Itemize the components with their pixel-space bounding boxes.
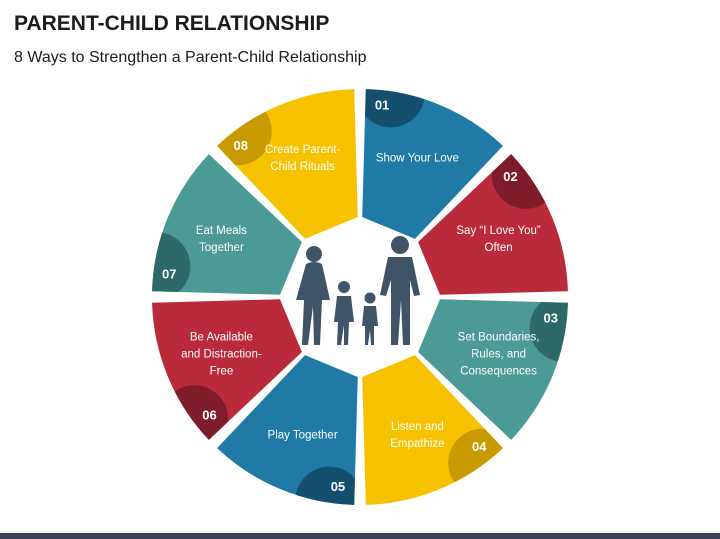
segment-label: Show Your Love: [376, 152, 459, 164]
segment-number: 07: [162, 266, 176, 281]
segment-label: Often: [485, 242, 513, 254]
segment-label: Eat Meals: [196, 225, 247, 237]
segment-number: 03: [543, 311, 557, 326]
segment-label: Say “I Love You”: [456, 225, 541, 237]
segment-label: Be Available: [190, 331, 253, 343]
segment: 01 Show Your Love: [362, 89, 503, 239]
segment-number: 01: [375, 98, 389, 113]
segment-label: Child Rituals: [270, 161, 335, 173]
number-badge: [362, 89, 425, 128]
family-icon: [296, 236, 420, 345]
segment-number: 05: [331, 479, 345, 494]
segment-label: Together: [199, 242, 244, 254]
number-badge: [295, 466, 358, 505]
segment: 07 Eat Meals Together: [152, 154, 302, 295]
segment-number: 04: [472, 439, 487, 454]
segment-label: Consequences: [460, 365, 537, 377]
segment: 04 Listen and Empathize: [362, 355, 503, 505]
number-badge: [529, 299, 568, 362]
segment-label: Play Together: [268, 430, 338, 442]
segment: 05 Play Together: [217, 355, 358, 505]
bottom-bar: [0, 533, 720, 539]
segment-label: Rules, and: [471, 348, 526, 360]
segment-label: and Distraction-: [181, 348, 262, 360]
title: PARENT-CHILD RELATIONSHIP: [14, 12, 329, 35]
segment-label: Free: [210, 365, 234, 377]
segment-label: Set Boundaries,: [458, 331, 540, 343]
segment-number: 06: [202, 408, 216, 423]
segment-label: Create Parent-: [265, 144, 341, 156]
subtitle: 8 Ways to Strengthen a Parent-Child Rela…: [14, 49, 367, 66]
segment-label: Empathize: [390, 438, 444, 450]
segment-label: Listen and: [391, 421, 444, 433]
number-badge: [152, 232, 191, 295]
segment-number: 02: [503, 169, 517, 184]
segment-number: 08: [234, 138, 248, 153]
